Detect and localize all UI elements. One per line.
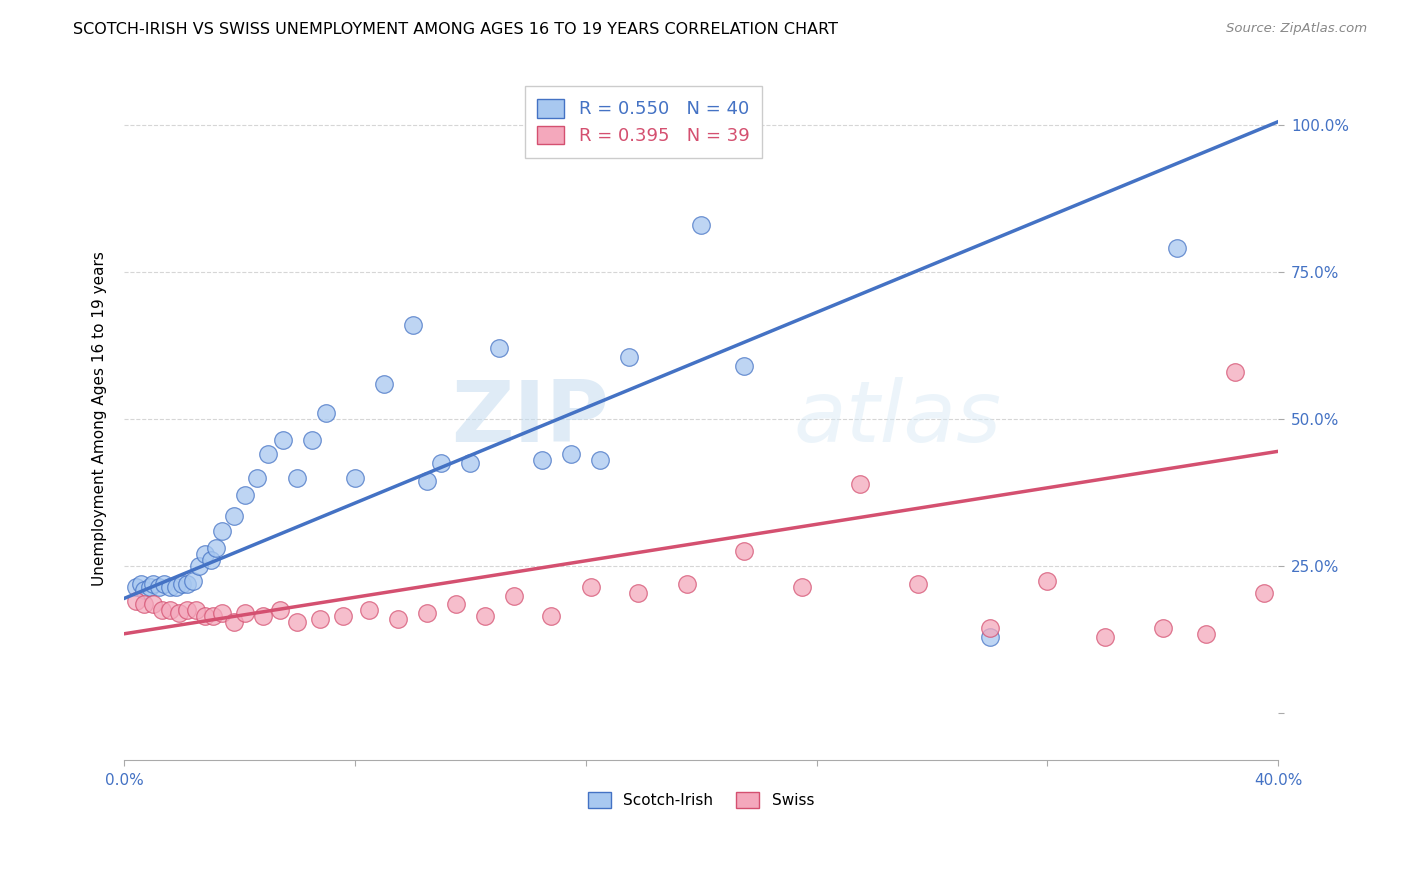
Point — [188, 559, 211, 574]
Text: atlas: atlas — [793, 377, 1001, 460]
Point — [733, 359, 755, 373]
Point — [211, 606, 233, 620]
Point — [252, 609, 274, 624]
Point — [444, 598, 467, 612]
Point — [194, 609, 217, 624]
Point — [142, 576, 165, 591]
Point — [165, 580, 187, 594]
Point — [373, 376, 395, 391]
Legend: Scotch-Irish, Swiss: Scotch-Irish, Swiss — [582, 786, 820, 814]
Point — [170, 576, 193, 591]
Point — [285, 615, 308, 629]
Point — [589, 453, 612, 467]
Point — [301, 433, 323, 447]
Point — [849, 476, 872, 491]
Point — [159, 580, 181, 594]
Point — [416, 606, 439, 620]
Point — [1094, 630, 1116, 644]
Point — [181, 574, 204, 588]
Point — [627, 585, 650, 599]
Point — [343, 471, 366, 485]
Point — [153, 576, 176, 591]
Point — [458, 456, 481, 470]
Point — [285, 471, 308, 485]
Point — [233, 488, 256, 502]
Point — [416, 474, 439, 488]
Text: ZIP: ZIP — [451, 377, 609, 460]
Point — [617, 350, 640, 364]
Point — [159, 603, 181, 617]
Point — [401, 318, 423, 332]
Point — [134, 598, 156, 612]
Point — [200, 553, 222, 567]
Point — [246, 471, 269, 485]
Point — [1253, 585, 1275, 599]
Point — [194, 547, 217, 561]
Point — [176, 603, 198, 617]
Point — [560, 447, 582, 461]
Point — [474, 609, 496, 624]
Point — [531, 453, 554, 467]
Point — [124, 594, 146, 608]
Point — [139, 580, 162, 594]
Point — [1152, 621, 1174, 635]
Point — [979, 630, 1001, 644]
Point — [675, 576, 697, 591]
Point — [581, 580, 603, 594]
Point — [202, 609, 225, 624]
Text: Source: ZipAtlas.com: Source: ZipAtlas.com — [1226, 22, 1367, 36]
Point — [186, 603, 208, 617]
Point — [222, 509, 245, 524]
Point — [430, 456, 453, 470]
Point — [211, 524, 233, 538]
Point — [540, 609, 562, 624]
Point — [1166, 241, 1188, 255]
Point — [134, 582, 156, 597]
Point — [979, 621, 1001, 635]
Point — [359, 603, 381, 617]
Point — [488, 341, 510, 355]
Point — [233, 606, 256, 620]
Point — [222, 615, 245, 629]
Point — [167, 606, 190, 620]
Point — [792, 580, 814, 594]
Point — [733, 544, 755, 558]
Point — [269, 603, 291, 617]
Point — [332, 609, 354, 624]
Point — [205, 541, 228, 556]
Point — [315, 406, 337, 420]
Point — [257, 447, 280, 461]
Point — [131, 576, 153, 591]
Point — [309, 612, 332, 626]
Point — [142, 598, 165, 612]
Point — [176, 576, 198, 591]
Point — [502, 589, 524, 603]
Point — [1223, 365, 1246, 379]
Point — [907, 576, 929, 591]
Point — [271, 433, 294, 447]
Point — [148, 580, 170, 594]
Point — [150, 603, 173, 617]
Point — [387, 612, 409, 626]
Y-axis label: Unemployment Among Ages 16 to 19 years: Unemployment Among Ages 16 to 19 years — [93, 252, 107, 586]
Point — [690, 218, 713, 232]
Text: SCOTCH-IRISH VS SWISS UNEMPLOYMENT AMONG AGES 16 TO 19 YEARS CORRELATION CHART: SCOTCH-IRISH VS SWISS UNEMPLOYMENT AMONG… — [73, 22, 838, 37]
Point — [124, 580, 146, 594]
Point — [1195, 627, 1218, 641]
Point — [1036, 574, 1059, 588]
